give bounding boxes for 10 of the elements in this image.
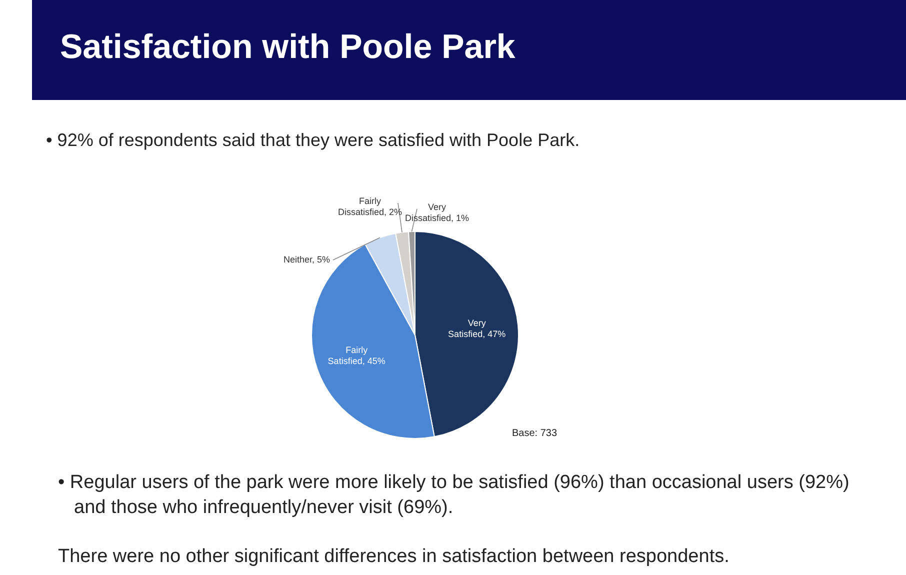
slice-label: Neither, 5% (283, 254, 330, 264)
slice-label: Very Satisfied, 47% (448, 318, 506, 340)
chart-title: Satisfaction with Poole Park (60, 28, 516, 67)
text: Base: 733 (512, 428, 558, 439)
slice-label: Fairly Satisfied, 45% (328, 345, 386, 366)
text: • Regular users of the park were more likely to be satisfied (96%) than occasional users (92%) and those who infrequently/never visit (69%). (58, 471, 850, 520)
text: There were no other significant differences in satisfaction between respondents. (58, 546, 730, 568)
slice-label: Very Dissatisfied, 1% (404, 202, 470, 223)
chart-subtitle: • 92% of respondents said that they were satisfied with Poole Park. (46, 130, 580, 151)
slice-label: Fairly Dissatisfied, 2% (338, 196, 402, 217)
